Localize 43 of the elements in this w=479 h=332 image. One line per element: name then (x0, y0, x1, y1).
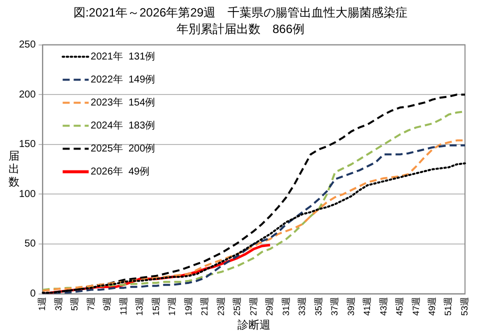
y-tick-label: 50 (24, 238, 36, 250)
x-tick-label: 5週 (70, 296, 80, 311)
legend-label: 2026年 49例 (90, 166, 150, 178)
y-tick-label: 0 (30, 288, 36, 300)
x-tick-label: 43週 (378, 296, 388, 316)
x-tick-label: 33週 (297, 296, 308, 316)
x-tick-label: 29週 (264, 296, 275, 316)
x-tick-label: 39週 (346, 296, 356, 316)
x-tick-label: 7週 (86, 296, 96, 311)
x-tick-label: 41週 (362, 296, 372, 316)
x-tick-label: 25週 (232, 296, 242, 316)
x-tick-label: 21週 (200, 296, 210, 316)
x-tick-label: 35週 (313, 296, 324, 316)
x-tick-label: 23週 (216, 296, 226, 316)
y-tick-label: 150 (18, 139, 36, 150)
chart-subtitle: 年別累計届出数 866例 (176, 22, 305, 36)
x-tick-label: 45週 (394, 296, 405, 316)
x-tick-label: 17週 (167, 296, 178, 316)
x-tick-label: 19週 (183, 296, 194, 316)
x-tick-label: 15週 (150, 296, 161, 316)
y-tick-label: 250 (18, 40, 36, 51)
x-tick-label: 27週 (248, 296, 258, 316)
y-tick-label: 100 (18, 188, 36, 200)
x-axis-title: 診断週 (237, 318, 270, 332)
legend-label: 2024年 183例 (90, 120, 156, 132)
chart-title: 図:2021年～2026年第29週 千葉県の腸管出血性大腸菌感染症 (73, 6, 408, 20)
legend-label: 2022年 149例 (90, 74, 156, 86)
x-tick-label: 11週 (118, 296, 128, 316)
x-tick-label: 9週 (102, 296, 112, 311)
x-tick-label: 49週 (427, 296, 437, 316)
x-tick-label: 51週 (443, 296, 454, 316)
x-tick-label: 53週 (459, 296, 470, 316)
y-axis-title: 届出数 (8, 150, 20, 188)
x-tick-label: 13週 (134, 296, 145, 316)
y-tick-label: 200 (18, 89, 36, 100)
x-tick-label: 3週 (53, 296, 64, 311)
legend-label: 2025年 200例 (90, 142, 156, 155)
x-tick-label: 37週 (330, 296, 340, 316)
x-tick-label: 47週 (410, 296, 421, 316)
legend-label: 2021年 131例 (90, 50, 156, 63)
x-tick-label: 31週 (280, 296, 291, 316)
legend-label: 2023年 154例 (90, 96, 156, 109)
x-tick-label: 1週 (37, 296, 48, 311)
